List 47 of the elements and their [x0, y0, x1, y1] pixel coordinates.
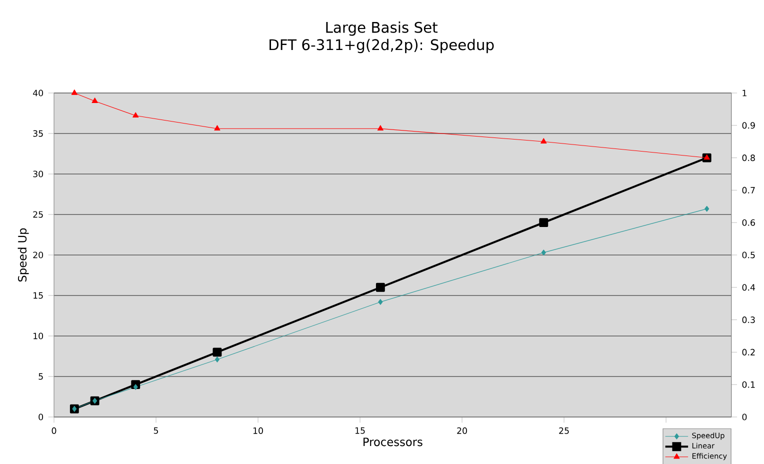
y-tick-label: 15 [34, 292, 43, 299]
y-tick-label: 40 [33, 90, 44, 96]
point [212, 348, 222, 357]
y2-tick-label: 0.1 [742, 381, 755, 388]
chart-subtitle: DFT 6-311+g(2d,2p): Speedup [270, 38, 494, 54]
point [214, 125, 220, 130]
y2-tick-label: 0.2 [742, 348, 755, 356]
y-tick-label: 30 [33, 170, 44, 178]
point [71, 90, 78, 95]
y2-tick-label: 0.5 [742, 252, 755, 258]
chart-title: Large Basis Set [326, 22, 438, 36]
point [92, 398, 98, 404]
point [376, 282, 385, 292]
y-tick-label: 25 [33, 211, 43, 218]
y2-tick-label: 0.4 [742, 284, 756, 291]
y2-tick-label: 0 [742, 414, 747, 420]
y-tick-label: 10 [34, 332, 44, 340]
y-axis-title: Speed Up [18, 228, 29, 282]
y-tick-label: 0 [38, 414, 44, 420]
point [132, 112, 139, 118]
x-tick-label: 10 [253, 427, 263, 434]
x-tick-label: 25 [559, 427, 569, 434]
point [377, 125, 384, 130]
point [133, 384, 138, 390]
y2-tick-label: 0.7 [742, 186, 755, 194]
point [541, 250, 546, 256]
y2-tick-label: 1 [742, 90, 746, 96]
point [704, 154, 710, 160]
point [539, 218, 548, 228]
point [540, 138, 547, 144]
y2-tick-label: 0.6 [742, 219, 755, 226]
y2-tick-label: 0.9 [742, 122, 755, 129]
x-tick-label: 0 [52, 427, 56, 434]
y-tick-label: 20 [33, 252, 44, 258]
y2-tick-label: 0.8 [742, 154, 755, 162]
y-tick-label: 5 [38, 373, 43, 380]
x-tick-label: 15 [355, 427, 365, 434]
x-axis-title: Processors [364, 438, 422, 446]
point [72, 406, 77, 412]
point [704, 206, 710, 212]
x-tick-label: 20 [457, 427, 467, 434]
point [92, 98, 98, 103]
y2-tick-label: 0.3 [742, 316, 755, 324]
point [378, 299, 383, 305]
x-tick-label: 5 [154, 427, 158, 434]
point [214, 356, 220, 362]
y-tick-label: 35 [33, 130, 43, 137]
